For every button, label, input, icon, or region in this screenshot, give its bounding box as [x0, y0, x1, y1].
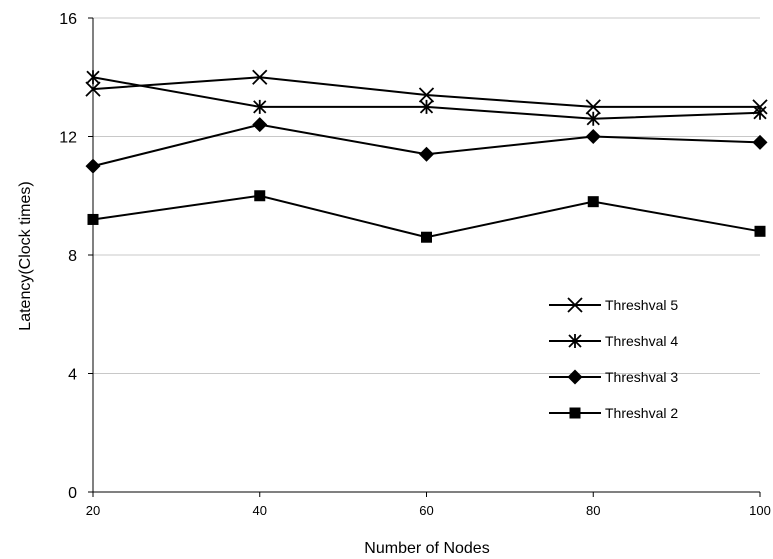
legend-item-threshval-2: Threshval 2 — [549, 405, 678, 421]
data-point-square — [254, 190, 266, 202]
x-tick-label-20: 20 — [86, 503, 100, 518]
legend-marker-star — [568, 334, 582, 348]
data-point-square — [87, 213, 99, 225]
x-tick-label-60: 60 — [419, 503, 433, 518]
data-point-x — [585, 99, 601, 115]
legend-marker-diamond — [567, 369, 583, 385]
data-point-x — [252, 69, 268, 85]
legend: Threshval 5 Threshval 4 Threshval 3 Threshv… — [549, 297, 678, 421]
x-axis-ticks: 20 40 60 80 100 — [86, 503, 771, 518]
data-point-x — [418, 87, 435, 103]
gridlines — [93, 17, 760, 374]
data-point-diamond — [419, 146, 434, 162]
series-threshval-2 — [87, 190, 766, 243]
data-point-x — [85, 81, 101, 97]
y-tick-label-4: 4 — [68, 367, 77, 384]
data-point-star — [419, 99, 434, 114]
series-layer — [85, 69, 768, 243]
y-tick-label-12: 12 — [59, 130, 77, 147]
legend-label: Threshval 2 — [605, 405, 678, 421]
axes — [88, 17, 761, 497]
y-tick-label-16: 16 — [59, 11, 77, 28]
data-point-diamond — [585, 129, 601, 144]
legend-marker-square — [569, 407, 581, 419]
data-point-diamond — [85, 158, 101, 174]
x-tick-label-40: 40 — [253, 503, 267, 518]
data-point-square — [754, 225, 766, 237]
series-threshval-4 — [86, 70, 767, 126]
data-point-star — [253, 99, 267, 114]
series-threshval-5 — [85, 69, 768, 115]
y-tick-label-8: 8 — [68, 248, 77, 265]
data-point-diamond — [752, 134, 768, 150]
legend-label: Threshval 5 — [605, 297, 678, 313]
legend-item-threshval-3: Threshval 3 — [549, 369, 678, 385]
data-point-star — [86, 70, 100, 85]
legend-item-threshval-4: Threshval 4 — [549, 333, 678, 349]
data-point-star — [586, 111, 600, 126]
data-point-square — [587, 196, 599, 208]
legend-label: Threshval 4 — [605, 333, 678, 349]
x-tick-label-100: 100 — [749, 503, 771, 518]
legend-item-threshval-5: Threshval 5 — [549, 297, 678, 313]
data-point-star — [753, 105, 767, 120]
y-axis-ticks: 0 4 8 12 16 — [59, 11, 77, 502]
legend-marker-x — [567, 297, 583, 313]
y-axis-title: Latency(Clock times) — [17, 181, 34, 330]
x-axis-title: Number of Nodes — [364, 540, 489, 557]
data-point-diamond — [252, 117, 268, 133]
series-line — [92, 194, 761, 239]
data-point-square — [421, 231, 432, 243]
series-threshval-3 — [85, 117, 768, 174]
x-tick-label-80: 80 — [586, 503, 600, 518]
legend-label: Threshval 3 — [605, 369, 678, 385]
y-tick-label-0: 0 — [68, 485, 77, 502]
